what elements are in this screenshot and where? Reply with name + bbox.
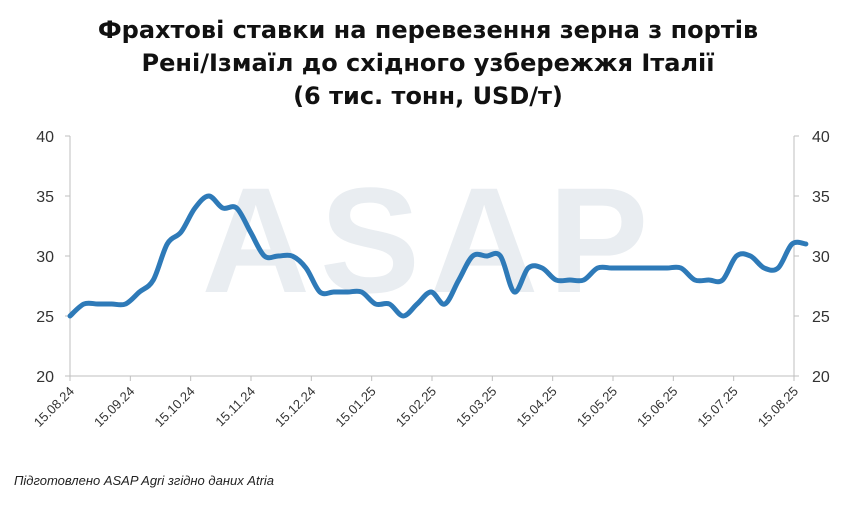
y-tick-label-right: 20: [812, 369, 830, 386]
chart-title-line-2: Рені/Ізмаїл до східного узбережжя Італії: [141, 49, 715, 77]
x-axis-ticks: 15.08.24 15.09.24 15.10.24 15.11.24 15.12.24…: [31, 376, 801, 430]
x-tick-label: 15.12.24: [272, 384, 318, 430]
source-footnote: Підготовлено ASAP Agri згідно даних Atri…: [14, 473, 275, 488]
x-tick-label: 15.01.25: [332, 384, 378, 430]
y-tick-label-left: 20: [36, 369, 54, 386]
y-axis-right-ticks: 20 25 30 35 40: [794, 129, 830, 386]
watermark-text: ASAP: [202, 156, 659, 324]
y-axis-left-ticks: 20 25 30 35 40: [36, 129, 70, 386]
x-tick-label: 15.10.24: [151, 384, 197, 430]
series-line: [67, 193, 809, 319]
x-tick-label: 15.03.25: [453, 384, 499, 430]
y-tick-label-right: 30: [812, 249, 830, 266]
y-tick-label-left: 35: [36, 189, 54, 206]
x-tick-label: 15.08.24: [31, 384, 77, 430]
line-chart: ASAP 20 25 30 35 40 20 25 30 35 40 15.08.24 15.09…: [31, 129, 830, 430]
chart-title-line-3: (6 тис. тонн, USD/т): [293, 82, 563, 110]
chart-title-line-1: Фрахтові ставки на перевезення зерна з п…: [97, 16, 759, 44]
y-tick-label-right: 40: [812, 129, 830, 146]
x-tick-label: 15.05.25: [574, 384, 620, 430]
y-tick-label-right: 25: [812, 309, 830, 326]
x-tick-label: 15.04.25: [513, 384, 559, 430]
chart-title: Фрахтові ставки на перевезення зерна з п…: [0, 14, 856, 113]
x-tick-label: 15.02.25: [393, 384, 439, 430]
x-tick-label: 15.08.25: [755, 384, 801, 430]
y-tick-label-left: 30: [36, 249, 54, 266]
x-tick-label: 15.07.25: [694, 384, 740, 430]
y-tick-label-left: 40: [36, 129, 54, 146]
x-tick-label: 15.09.24: [91, 384, 137, 430]
x-tick-label: 15.11.24: [212, 384, 258, 430]
x-tick-label: 15.06.25: [634, 384, 680, 430]
y-tick-label-right: 35: [812, 189, 830, 206]
y-tick-label-left: 25: [36, 309, 54, 326]
